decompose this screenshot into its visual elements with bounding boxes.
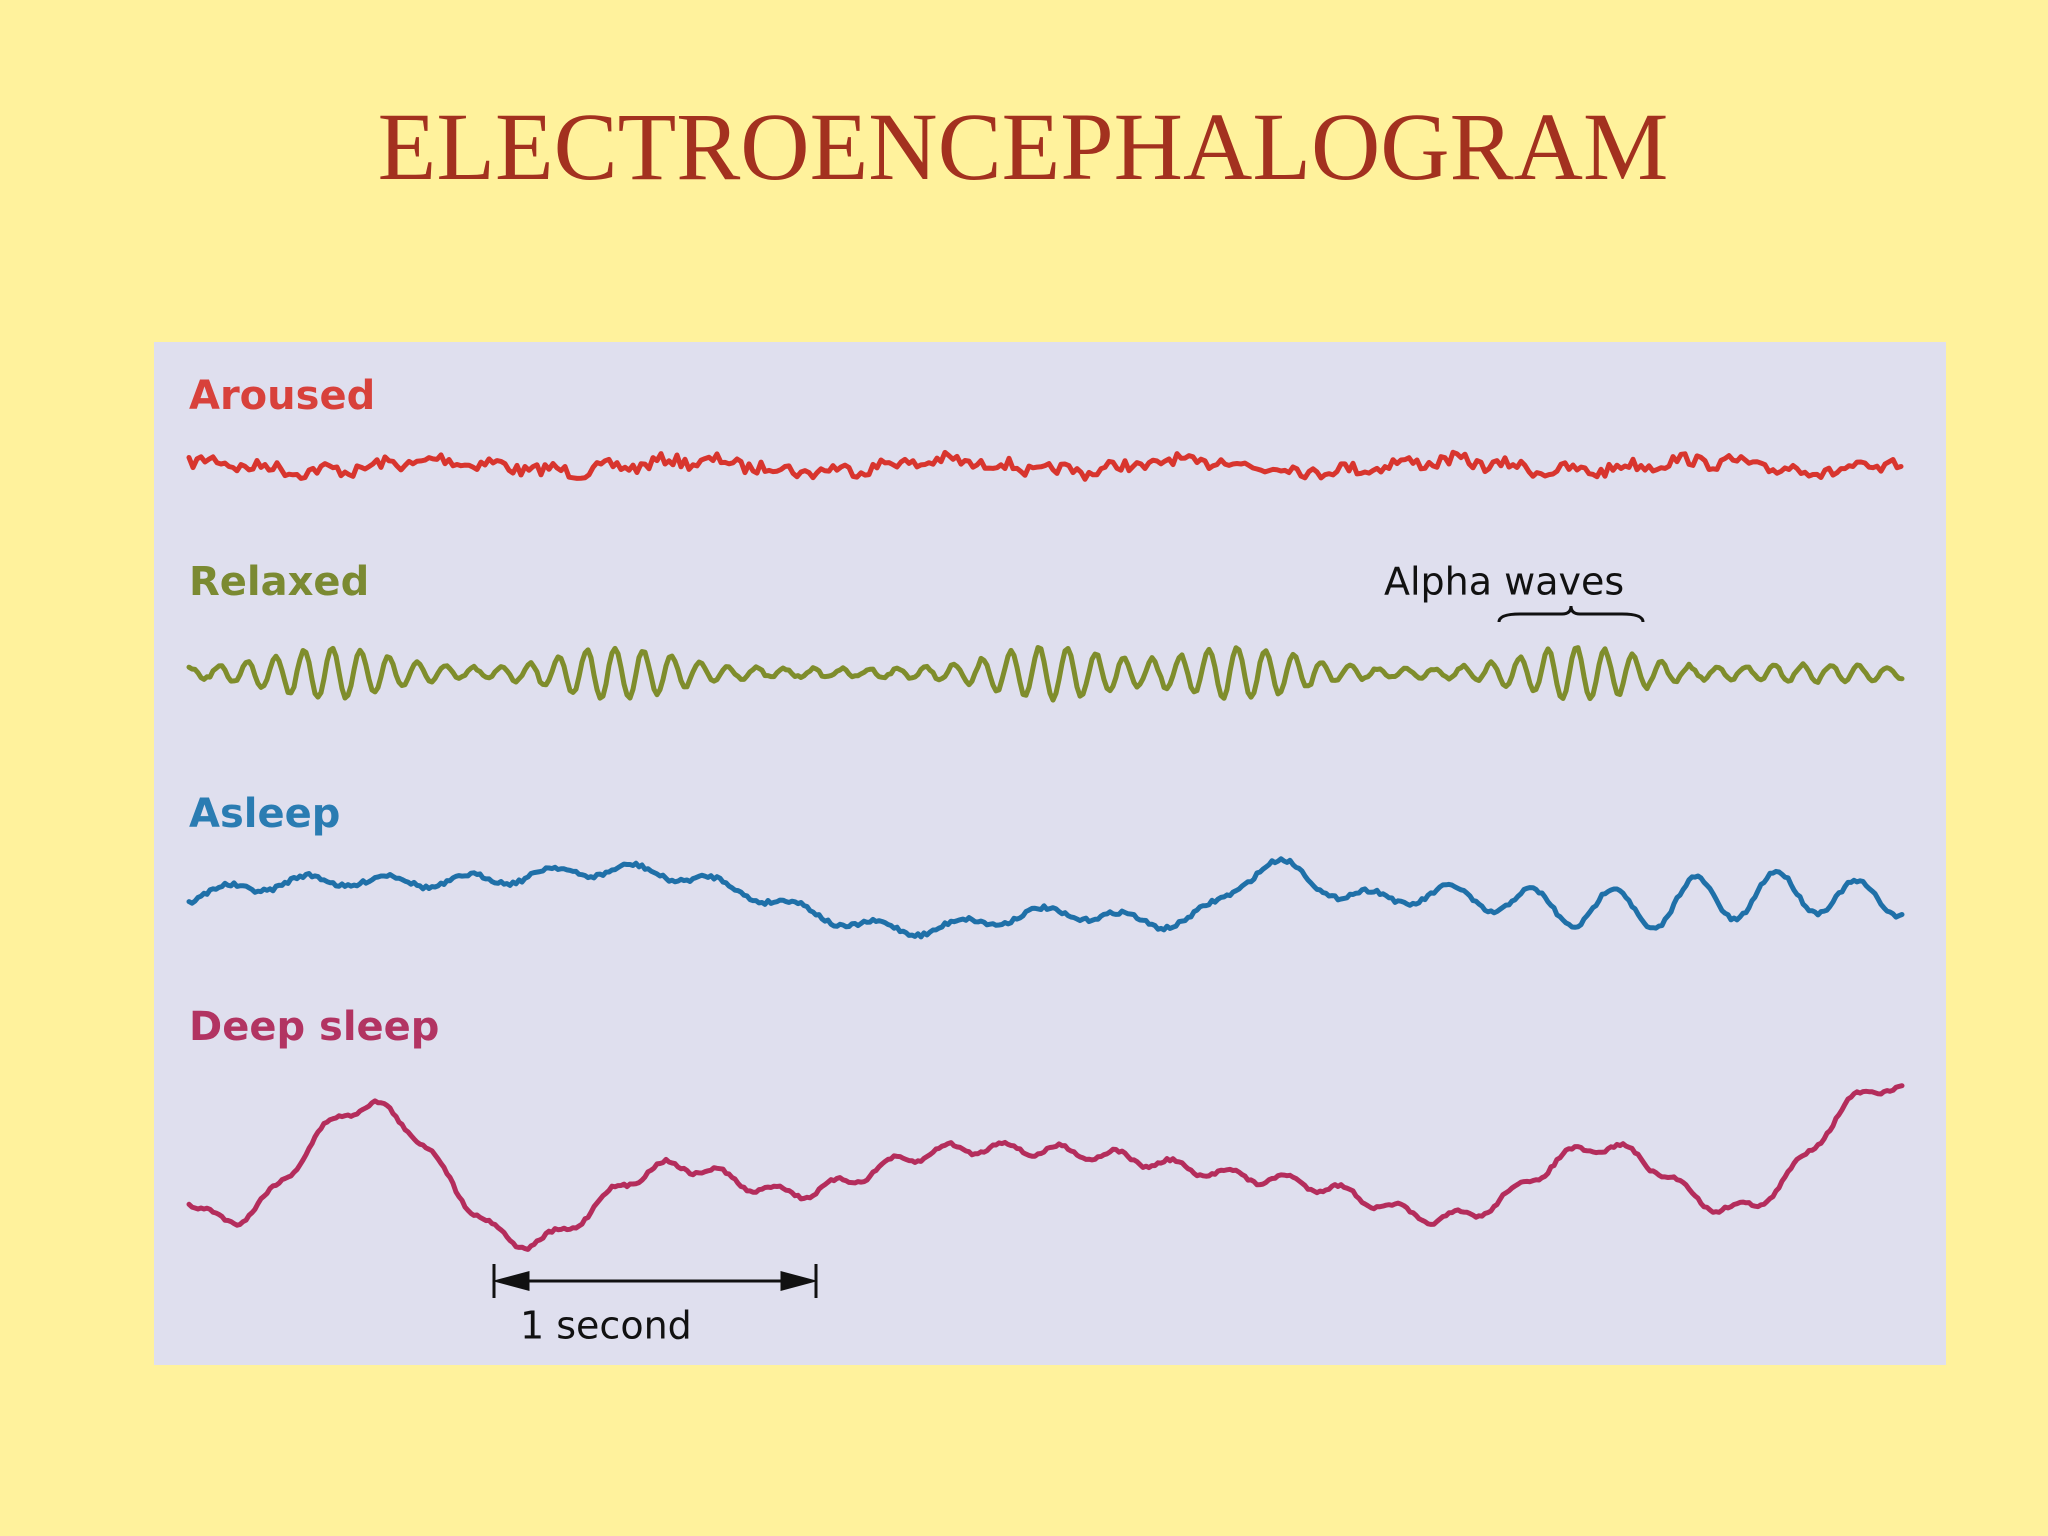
trace-label: Aroused <box>189 373 375 419</box>
trace-label: Asleep <box>189 791 340 837</box>
eeg-trace <box>186 449 1904 482</box>
trace-label: Deep sleep <box>189 1004 439 1050</box>
eeg-trace <box>186 1083 1905 1252</box>
slide-title: ELECTROENCEPHALOGRAM <box>378 93 1669 200</box>
eeg-trace <box>186 645 1905 703</box>
scale-bar <box>492 1264 818 1298</box>
eeg-trace <box>186 856 1905 940</box>
eeg-panel <box>154 342 1946 1365</box>
trace-label: Relaxed <box>189 559 369 605</box>
alpha-annotation: Alpha waves <box>1384 560 1624 604</box>
brace <box>1497 605 1645 623</box>
scale-label: 1 second <box>520 1304 692 1348</box>
